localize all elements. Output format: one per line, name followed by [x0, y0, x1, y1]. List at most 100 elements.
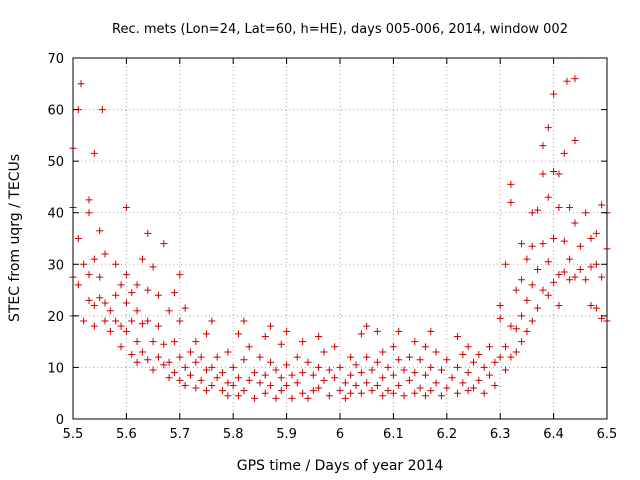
y-tick-label: 30 [47, 258, 64, 273]
data-point [341, 379, 349, 387]
data-point [437, 366, 445, 374]
data-point [347, 353, 355, 361]
data-point [331, 374, 339, 382]
data-point [203, 366, 210, 374]
data-point [576, 265, 584, 273]
data-point [208, 317, 216, 325]
data-point [486, 371, 494, 379]
data-point [347, 389, 355, 397]
data-point [475, 351, 483, 359]
x-tick-label: 5.5 [63, 427, 84, 442]
data-point [518, 240, 526, 248]
data-point [192, 384, 200, 392]
x-tick-label: 5.6 [116, 427, 137, 442]
data-point [416, 356, 424, 364]
data-point [496, 302, 504, 310]
data-point [224, 392, 232, 400]
data-point [170, 289, 178, 297]
data-point [411, 338, 419, 346]
data-point [496, 353, 504, 361]
data-point [240, 317, 248, 325]
data-point [512, 325, 520, 333]
data-point [288, 371, 296, 379]
data-point [384, 387, 392, 395]
data-point [411, 389, 419, 397]
data-point [283, 361, 291, 369]
data-point [309, 387, 317, 395]
data-point [523, 255, 531, 263]
data-point [448, 374, 456, 382]
data-point [203, 330, 210, 338]
data-point [181, 363, 189, 371]
data-point [144, 229, 152, 237]
data-point [122, 299, 130, 307]
data-point [186, 348, 194, 356]
data-point [106, 327, 114, 335]
data-point [240, 387, 248, 395]
y-tick-label: 70 [47, 52, 64, 67]
data-point [149, 366, 157, 374]
y-tick-label: 40 [47, 207, 64, 222]
data-point [352, 381, 360, 389]
data-point [432, 379, 440, 387]
data-point [176, 353, 184, 361]
data-point [90, 255, 98, 263]
data-point [528, 281, 536, 289]
data-point [512, 348, 520, 356]
data-point [261, 371, 269, 379]
x-tick-label: 5.9 [276, 427, 297, 442]
data-point [208, 363, 216, 371]
y-tick-label: 60 [47, 104, 64, 119]
data-point [272, 394, 280, 402]
data-point [245, 343, 253, 351]
x-tick-label: 5.8 [223, 427, 244, 442]
data-point [352, 361, 360, 369]
data-point [347, 371, 355, 379]
data-point [74, 281, 82, 289]
data-point [592, 229, 600, 237]
data-point [122, 204, 130, 212]
data-point [181, 381, 189, 389]
data-point [598, 273, 606, 281]
data-point [304, 358, 312, 366]
data-point [528, 317, 536, 325]
data-point [325, 366, 333, 374]
data-point [502, 260, 510, 268]
data-point [518, 312, 526, 320]
data-point [357, 389, 365, 397]
chart-title: Rec. mets (Lon=24, Lat=60, h=HE), days 0… [112, 22, 568, 37]
data-point [229, 363, 237, 371]
data-point [363, 322, 371, 330]
data-point [213, 374, 221, 382]
data-point [427, 363, 435, 371]
data-point [470, 358, 477, 366]
data-point [566, 255, 574, 263]
data-point [256, 353, 264, 361]
data-point [267, 358, 275, 366]
data-point [416, 384, 424, 392]
data-point [315, 384, 323, 392]
x-axis-tick-labels: 5.5 5.6 5.7 5.8 5.9 6 6.1 6.2 6.3 6.4 6.5 [63, 427, 618, 442]
data-point [421, 392, 429, 400]
data-point [224, 348, 232, 356]
data-point [304, 394, 312, 402]
data-point [299, 369, 307, 377]
data-point [176, 271, 184, 279]
data-point [395, 381, 403, 389]
data-point [85, 196, 93, 204]
data-point [518, 276, 526, 284]
data-point [267, 381, 275, 389]
data-point [555, 271, 563, 279]
data-point [421, 371, 429, 379]
data-point [165, 358, 173, 366]
data-point [400, 366, 408, 374]
data-point [395, 356, 403, 364]
data-point [149, 338, 157, 346]
data-point [496, 314, 504, 322]
data-point [379, 348, 387, 356]
data-point [582, 209, 590, 217]
data-point [128, 351, 136, 359]
data-point [528, 209, 536, 217]
